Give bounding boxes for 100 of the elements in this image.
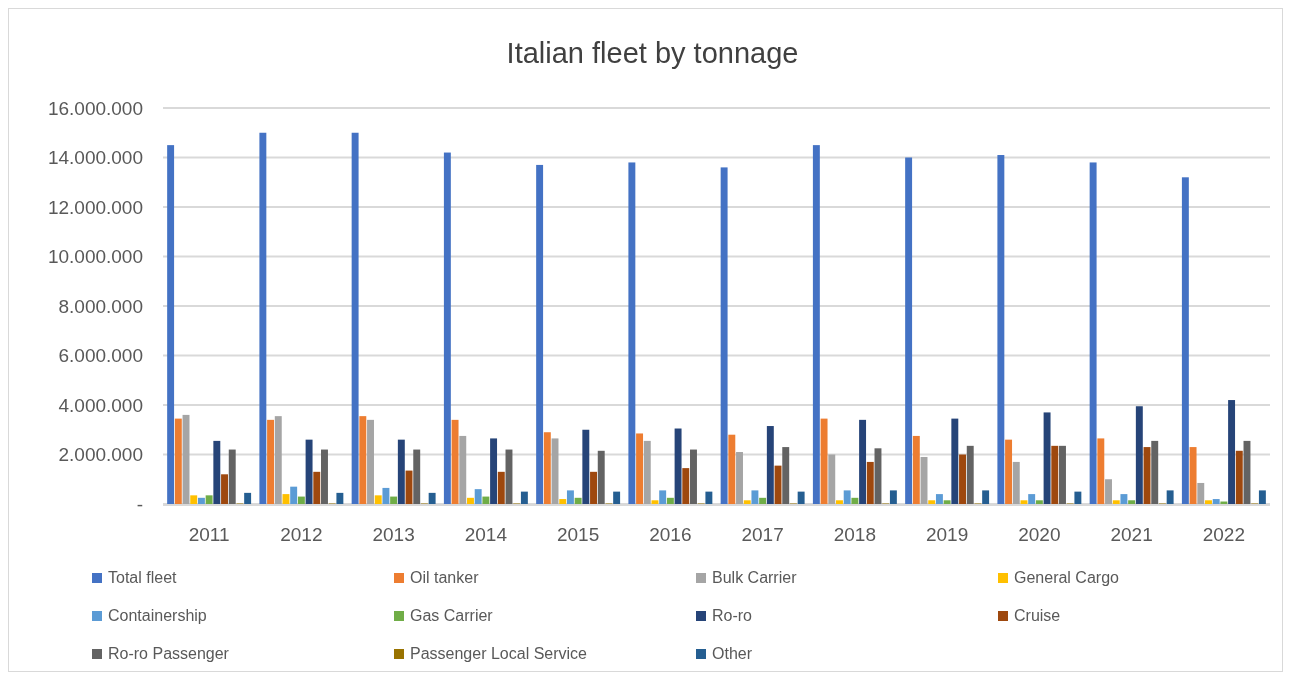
y-tick-label: 14.000.000: [47, 147, 143, 169]
x-tick-label: 2016: [649, 524, 692, 545]
bar: [1005, 439, 1013, 504]
bar: [1097, 438, 1105, 504]
bar: [928, 500, 936, 504]
bar: [559, 499, 567, 504]
bar: [167, 145, 175, 504]
bar: [351, 132, 359, 504]
bar: [482, 496, 490, 504]
bar: [313, 471, 321, 504]
bar: [1189, 447, 1197, 504]
bar: [1074, 491, 1082, 504]
bar: [321, 449, 328, 504]
bar: [1235, 450, 1243, 504]
bar: [943, 500, 951, 504]
bar: [1135, 406, 1143, 504]
bar: [751, 490, 759, 504]
bar: [543, 432, 551, 504]
bar: [1228, 400, 1236, 504]
bar: [828, 454, 836, 504]
bar: [1212, 499, 1220, 504]
bar: [428, 492, 436, 504]
bar: [628, 162, 636, 504]
y-tick-label: -: [136, 493, 143, 515]
bar: [244, 492, 252, 504]
bar: [951, 418, 959, 504]
bar: [259, 132, 267, 504]
x-tick-label: 2018: [833, 524, 877, 545]
bar: [889, 490, 897, 504]
bar: [959, 454, 966, 504]
bar: [205, 495, 213, 504]
bar: [659, 490, 667, 504]
bar: [705, 491, 713, 504]
bar: [912, 435, 920, 504]
x-tick-label: 2014: [464, 524, 508, 545]
bar: [690, 449, 697, 504]
bar: [451, 419, 459, 504]
bar: [1112, 500, 1120, 504]
bar: [536, 164, 544, 504]
bar: [582, 429, 590, 504]
bar: [1051, 445, 1059, 504]
bar: [520, 491, 528, 504]
x-tick-label: 2017: [741, 524, 784, 545]
y-tick-label: 10.000.000: [47, 246, 143, 268]
bar: [1181, 177, 1189, 504]
x-tick-label: 2012: [280, 524, 323, 545]
bar: [651, 500, 659, 504]
y-tick-label: 4.000.000: [58, 394, 143, 416]
bar: [728, 434, 736, 504]
y-tick-label: 6.000.000: [58, 345, 143, 367]
bar: [782, 447, 790, 504]
bar: [1197, 482, 1205, 504]
chart-title: Italian fleet by tonnage: [506, 37, 799, 69]
bar: [797, 491, 805, 504]
bar: [736, 452, 743, 504]
legend-label: Containership: [108, 607, 207, 624]
bar: [643, 440, 651, 504]
bar: [382, 487, 390, 504]
bar: [743, 500, 751, 504]
bar: [820, 418, 828, 504]
bar: [843, 490, 851, 504]
x-tick-label: 2020: [1018, 524, 1061, 545]
bar: [720, 167, 728, 504]
bar: [459, 435, 467, 504]
bar: [228, 449, 236, 504]
bar: [766, 426, 774, 504]
bar: [674, 428, 682, 504]
bar: [190, 495, 198, 504]
bar: [1089, 162, 1097, 504]
bar: [682, 468, 690, 504]
bar: [336, 492, 344, 504]
bar: [866, 461, 874, 504]
bar: [1035, 500, 1043, 504]
bar: [413, 449, 421, 504]
legend-label: Oil tanker: [410, 569, 480, 586]
bar: [1258, 490, 1266, 504]
legend-label: Ro-ro Passenger: [108, 645, 230, 662]
bar: [1151, 440, 1159, 504]
x-tick-label: 2015: [556, 524, 600, 545]
bar: [1128, 500, 1136, 504]
bar: [636, 433, 644, 504]
bar: [1120, 494, 1128, 504]
bar: [197, 497, 205, 504]
bar: [836, 500, 843, 504]
bar: [1028, 494, 1036, 504]
bar: [290, 486, 298, 504]
bar: [305, 439, 313, 504]
bar: [966, 445, 974, 504]
bar: [221, 474, 228, 504]
bar: [267, 419, 275, 504]
bar: [359, 416, 367, 504]
bar: [367, 419, 374, 504]
bar: [174, 418, 182, 504]
legend-label: Total fleet: [108, 569, 178, 586]
bar: [859, 419, 867, 504]
y-tick-label: 2.000.000: [58, 444, 143, 466]
x-tick-label: 2022: [1202, 524, 1246, 545]
legend-label: Cruise: [1014, 607, 1061, 624]
bar: [374, 495, 382, 504]
bar: [935, 494, 943, 504]
